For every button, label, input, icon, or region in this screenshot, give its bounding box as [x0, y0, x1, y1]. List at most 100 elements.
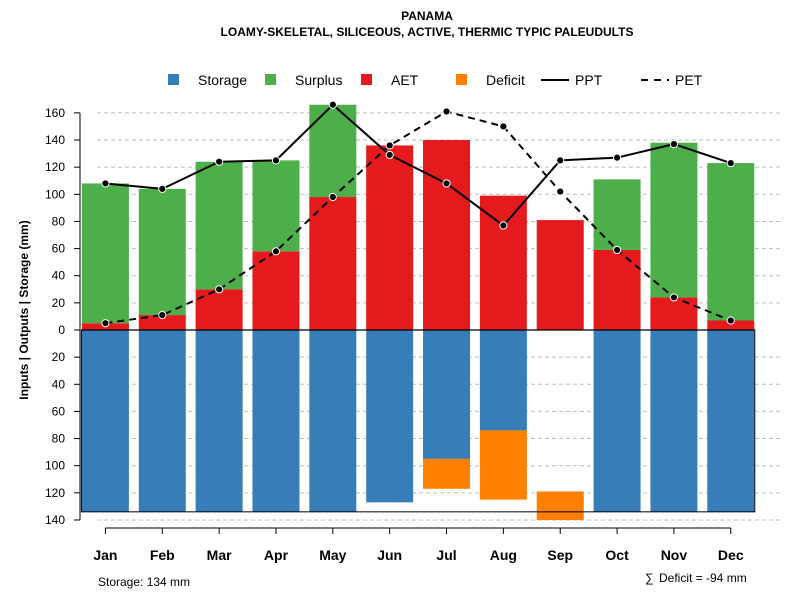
x-axis: Jan Feb Mar Apr May Jun Jul Aug Sep Oct Nov Dec: [93, 527, 744, 563]
y-tick-label: 100: [45, 459, 65, 473]
y-tick-label: 0: [58, 323, 65, 337]
y-tick-label: 20: [52, 296, 66, 310]
aet-bar-mar: [195, 289, 243, 330]
pet-point-jun: [385, 141, 394, 150]
legend-swatch-storage: [168, 74, 179, 85]
y-tick-label: 120: [45, 160, 65, 174]
ppt-point-may: [328, 100, 337, 109]
storage-bar-jun: [366, 330, 414, 503]
y-tick-label: 100: [45, 187, 65, 201]
pet-point-sep: [556, 187, 565, 196]
pet-point-aug: [499, 122, 508, 131]
x-tick-label-oct: Oct: [605, 547, 629, 563]
aet-bar-jul: [423, 140, 471, 330]
legend-label-ppt: PPT: [575, 72, 603, 88]
ppt-line: [105, 103, 732, 227]
x-tick-label-aug: Aug: [490, 547, 517, 563]
storage-bar-dec: [707, 330, 755, 512]
pet-line: [105, 110, 732, 325]
y-tick-label: 160: [45, 106, 65, 120]
y-tick-label: 20: [52, 350, 66, 364]
storage-footnote: Storage: 134 mm: [98, 575, 190, 589]
aet-bar-apr: [252, 251, 300, 330]
x-tick-label-jul: Jul: [436, 547, 456, 563]
y-tick-label: 140: [45, 133, 65, 147]
y-tick-label: 80: [52, 432, 66, 446]
aet-bar-oct: [593, 249, 641, 330]
x-tick-label-apr: Apr: [264, 547, 289, 563]
x-tick-label-nov: Nov: [661, 547, 688, 563]
legend-label-pet: PET: [675, 72, 703, 88]
ppt-point-mar: [215, 157, 224, 166]
ppt-point-jul: [442, 179, 451, 188]
aet-bar-aug: [479, 195, 527, 330]
storage-frame: [80, 329, 756, 513]
storage-bar-apr: [252, 330, 300, 512]
legend: Storage Surplus AET Deficit PPT PET: [168, 72, 703, 88]
ppt-point-sep: [556, 156, 565, 165]
storage-bar-jan: [81, 330, 129, 512]
legend-label-aet: AET: [391, 72, 419, 88]
legend-label-surplus: Surplus: [295, 72, 342, 88]
x-tick-label-jan: Jan: [93, 547, 117, 563]
y-tick-label: 120: [45, 486, 65, 500]
legend-swatch-deficit: [456, 74, 467, 85]
bars: [81, 104, 755, 520]
surplus-bar-mar: [195, 161, 243, 290]
legend-label-deficit: Deficit: [486, 72, 525, 88]
storage-bar-feb: [138, 330, 186, 512]
aet-bar-may: [309, 197, 357, 330]
pet-point-may: [328, 192, 337, 202]
storage-bar-jul: [423, 330, 471, 459]
aet-bar-dec: [707, 320, 755, 330]
chart-title: PANAMA: [401, 9, 453, 23]
surplus-bar-feb: [138, 188, 186, 316]
pet-point-apr: [271, 247, 281, 256]
pet-point-dec: [726, 316, 735, 325]
sum-icon: ∑: [645, 571, 654, 585]
aet-bar-nov: [650, 297, 698, 330]
y-axis-label: Inputs | Outputs | Storage (mm): [17, 220, 31, 399]
ppt-point-nov: [669, 139, 679, 149]
pet-point-jan: [101, 319, 110, 328]
pet-point-oct: [612, 245, 622, 255]
series-lines: [101, 100, 735, 328]
y-tick-label: 60: [52, 242, 66, 256]
deficit-bar-jul: [423, 458, 471, 489]
y-tick-label: 60: [52, 404, 66, 418]
deficit-bar-sep: [536, 491, 584, 520]
pet-point-mar: [215, 285, 224, 294]
y-axis: 160 140 120 100 80 60 40 20 0 20 40 60 80 100 120 140: [45, 106, 81, 527]
storage-bar-nov: [650, 330, 698, 512]
aet-bar-feb: [138, 315, 186, 330]
y-tick-label: 80: [52, 214, 66, 228]
ppt-point-apr: [271, 156, 281, 165]
pet-point-jul: [442, 107, 451, 116]
legend-swatch-surplus: [265, 74, 276, 85]
surplus-bar-oct: [593, 179, 641, 250]
ppt-point-aug: [499, 221, 508, 230]
aet-bar-sep: [536, 220, 584, 330]
deficit-footnote: Deficit = -94 mm: [659, 571, 747, 585]
y-tick-label: 40: [52, 269, 66, 283]
ppt-point-dec: [726, 158, 735, 168]
chart-subtitle: LOAMY-SKELETAL, SILICEOUS, ACTIVE, THERM…: [221, 25, 634, 39]
x-tick-label-jun: Jun: [377, 547, 402, 563]
ppt-point-jun: [385, 150, 394, 160]
x-tick-label-dec: Dec: [718, 547, 744, 563]
y-tick-label: 140: [45, 513, 65, 527]
surplus-bar-dec: [707, 163, 755, 321]
x-tick-label-mar: Mar: [207, 547, 232, 563]
legend-swatch-aet: [361, 74, 372, 85]
ppt-point-jan: [101, 179, 110, 188]
storage-bar-may: [309, 330, 357, 512]
x-tick-label-sep: Sep: [547, 547, 573, 563]
ppt-point-feb: [158, 184, 167, 193]
storage-bar-aug: [479, 330, 527, 431]
surplus-bar-apr: [252, 160, 300, 252]
storage-bar-mar: [195, 330, 243, 512]
surplus-bar-jan: [81, 183, 129, 324]
legend-label-storage: Storage: [198, 72, 247, 88]
y-tick-label: 40: [52, 377, 66, 391]
